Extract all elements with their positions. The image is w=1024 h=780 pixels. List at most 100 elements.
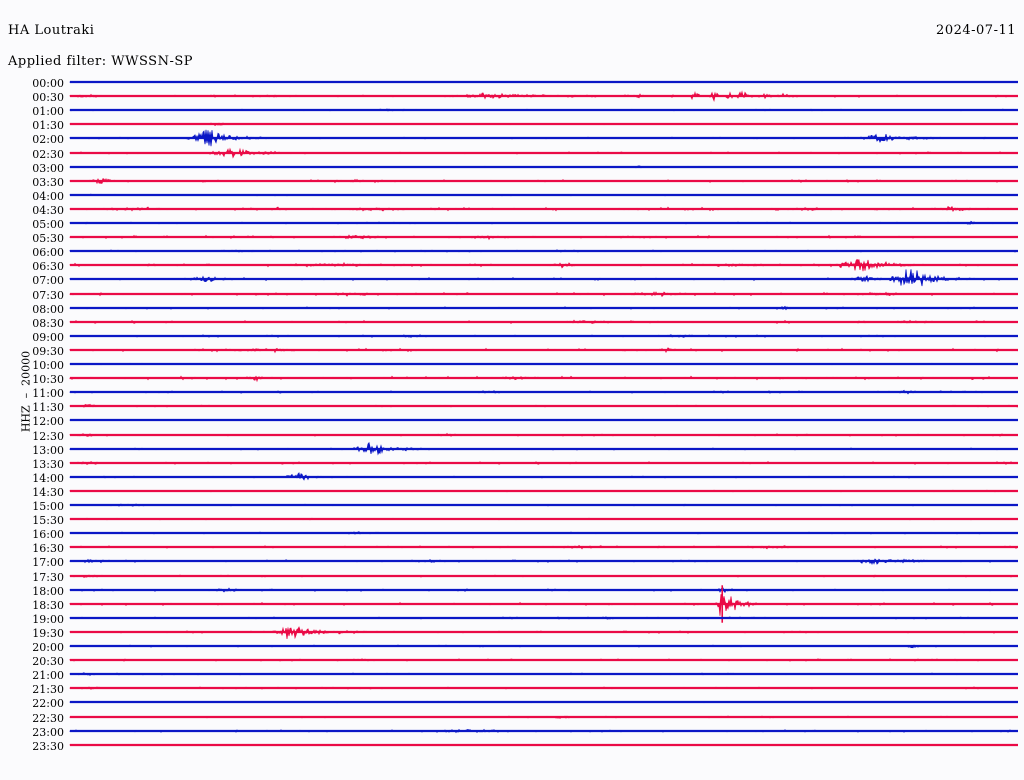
waveform-trace[interactable]: [69, 396, 1018, 422]
time-tick-label: 08:30: [32, 316, 64, 330]
waveform-trace[interactable]: [69, 467, 1018, 493]
time-tick-label: 09:00: [32, 330, 64, 344]
waveform-trace[interactable]: [69, 213, 1018, 239]
waveform-trace[interactable]: [69, 410, 1018, 436]
trace-row: 23:00: [0, 727, 1024, 741]
time-tick-label: 13:00: [32, 443, 64, 457]
waveform-trace[interactable]: [69, 692, 1018, 718]
trace-row: 09:30: [0, 346, 1024, 360]
trace-row: 15:30: [0, 515, 1024, 529]
waveform-trace[interactable]: [69, 100, 1018, 126]
time-tick-label: 01:30: [32, 119, 64, 133]
waveform-trace[interactable]: [69, 199, 1018, 225]
waveform-trace[interactable]: [69, 509, 1018, 535]
waveform-trace[interactable]: [69, 340, 1018, 366]
waveform-trace[interactable]: [69, 114, 1018, 140]
waveform-trace[interactable]: [69, 735, 1018, 761]
waveform-trace[interactable]: [69, 312, 1018, 338]
waveform-trace[interactable]: [69, 551, 1018, 577]
time-tick-label: 05:00: [32, 218, 64, 231]
waveform-trace[interactable]: [69, 481, 1018, 507]
waveform-trace[interactable]: [69, 86, 1018, 112]
time-tick-label: 20:30: [32, 655, 64, 669]
waveform-trace[interactable]: [69, 523, 1018, 549]
trace-row: 14:30: [0, 487, 1024, 501]
time-tick-label: 02:30: [32, 147, 64, 161]
time-tick-label: 03:00: [32, 161, 64, 175]
trace-row: 00:00: [0, 78, 1024, 92]
time-tick-label: 04:30: [32, 203, 64, 217]
waveform-trace[interactable]: [69, 171, 1018, 197]
waveform-trace[interactable]: [69, 143, 1018, 169]
time-tick-label: 16:30: [32, 542, 64, 556]
waveform-trace[interactable]: [69, 580, 1018, 606]
time-tick-label: 07:30: [32, 288, 64, 302]
trace-row: 06:30: [0, 259, 1024, 275]
time-tick-label: 18:30: [32, 598, 64, 612]
trace-row: 22:30: [0, 713, 1024, 727]
date-label: 2024-07-11: [936, 23, 1016, 38]
trace-row: 15:00: [0, 501, 1024, 515]
waveform-trace[interactable]: [69, 721, 1018, 747]
waveform-trace[interactable]: [69, 537, 1018, 563]
time-tick-label: 04:00: [32, 189, 64, 203]
trace-row: 04:30: [0, 205, 1024, 219]
time-tick-label: 22:30: [32, 711, 64, 725]
trace-row: 03:30: [0, 177, 1024, 191]
waveform-trace[interactable]: [69, 241, 1018, 267]
time-tick-label: 16:00: [32, 528, 64, 542]
trace-row: 07:30: [0, 290, 1024, 304]
waveform-trace[interactable]: [69, 664, 1018, 690]
time-tick-label: 01:00: [32, 105, 64, 119]
waveform-trace[interactable]: [69, 453, 1018, 479]
time-tick-label: 11:00: [32, 387, 64, 401]
waveform-trace[interactable]: [69, 425, 1018, 451]
waveform-trace[interactable]: [69, 439, 1018, 465]
waveform-trace[interactable]: [69, 326, 1018, 352]
time-tick-label: 19:00: [32, 612, 64, 626]
waveform-trace[interactable]: [69, 298, 1018, 324]
waveform-trace[interactable]: [69, 650, 1018, 676]
trace-row: 16:00: [0, 529, 1024, 543]
trace-row: 10:00: [0, 360, 1024, 374]
time-tick-label: 12:00: [32, 415, 64, 429]
trace-row: 19:00: [0, 614, 1024, 628]
waveform-trace[interactable]: [69, 269, 1018, 295]
trace-row: 13:30: [0, 459, 1024, 473]
waveform-trace[interactable]: [69, 72, 1018, 98]
time-tick-label: 19:30: [32, 626, 64, 640]
time-tick-label: 17:30: [32, 570, 64, 584]
trace-row: 18:30: [0, 584, 1024, 623]
waveform-trace[interactable]: [69, 368, 1018, 394]
waveform-trace[interactable]: [69, 227, 1018, 253]
waveform-trace[interactable]: [69, 382, 1018, 408]
waveform-trace[interactable]: [69, 157, 1018, 183]
time-tick-label: 13:30: [32, 457, 64, 471]
waveform-trace[interactable]: [69, 636, 1018, 662]
trace-row: 01:30: [0, 120, 1024, 134]
time-tick-label: 15:30: [32, 514, 64, 528]
trace-row: 12:30: [0, 431, 1024, 445]
trace-row: 11:00: [0, 388, 1024, 402]
waveform-trace[interactable]: [69, 678, 1018, 704]
time-tick-label: 21:00: [32, 669, 64, 683]
waveform-trace[interactable]: [69, 185, 1018, 211]
time-tick-label: 14:00: [32, 471, 64, 485]
trace-row: 12:00: [0, 416, 1024, 430]
waveform-trace[interactable]: [69, 608, 1018, 634]
trace-row: 18:00: [0, 586, 1024, 600]
trace-row: 19:30: [0, 626, 1024, 642]
waveform-trace[interactable]: [69, 255, 1018, 281]
time-tick-label: 06:00: [32, 246, 64, 260]
waveform-trace[interactable]: [69, 128, 1018, 154]
waveform-trace[interactable]: [69, 284, 1018, 310]
waveform-trace[interactable]: [69, 622, 1018, 648]
trace-row: 00:30: [0, 90, 1024, 106]
waveform-trace[interactable]: [69, 584, 1018, 623]
waveform-trace[interactable]: [69, 495, 1018, 521]
waveform-trace[interactable]: [69, 354, 1018, 380]
time-tick-label: 23:30: [32, 739, 64, 753]
trace-row: 11:30: [0, 402, 1024, 416]
waveform-trace[interactable]: [69, 566, 1018, 592]
waveform-trace[interactable]: [69, 707, 1018, 733]
